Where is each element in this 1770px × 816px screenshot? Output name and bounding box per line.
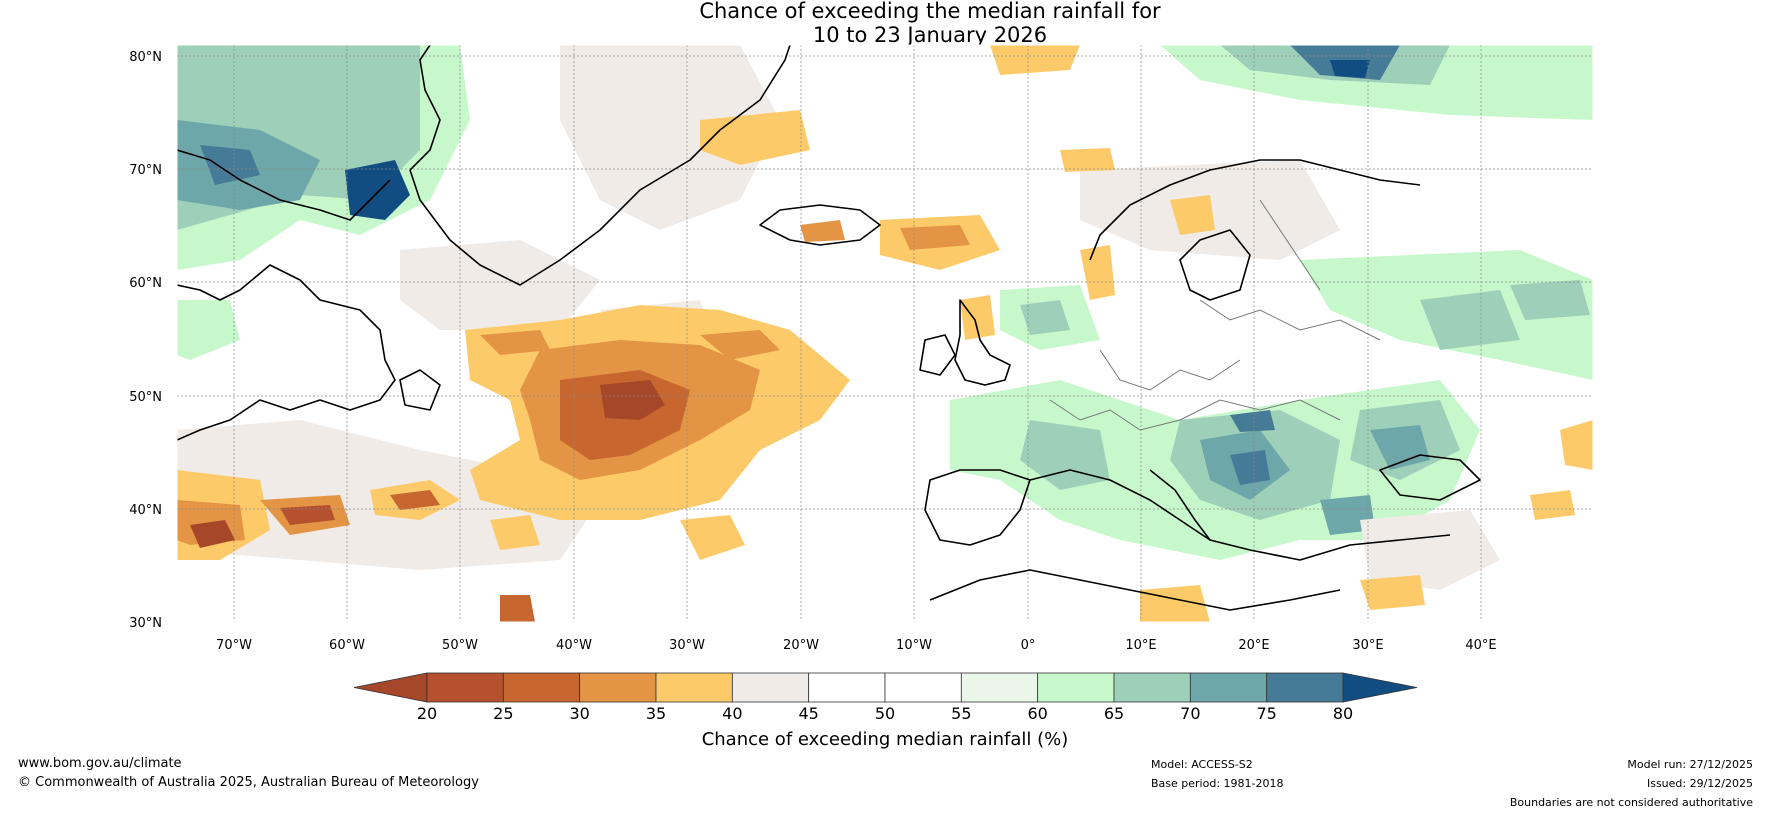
uk-coast	[954, 299, 1011, 386]
lat-label-50n: 50°N	[129, 390, 162, 405]
colorbar-segment	[579, 672, 657, 703]
wet-region-europe	[950, 250, 1593, 560]
lon-label-40w: 40°W	[556, 638, 592, 653]
lon-label-50w: 50°W	[442, 638, 478, 653]
lon-label-20w: 20°W	[783, 638, 819, 653]
colorbar-segment	[808, 672, 886, 703]
colorbar-segment	[1266, 672, 1344, 703]
canada-coast	[177, 264, 396, 441]
baltic-coast	[1179, 229, 1251, 301]
baffin-coast	[177, 149, 391, 221]
lon-label-70w: 70°W	[216, 638, 252, 653]
country-borders	[1049, 199, 1381, 431]
colorbar	[353, 672, 1418, 703]
colorbar-segment	[655, 672, 733, 703]
map-title: Chance of exceeding the median rainfall …	[0, 0, 1770, 47]
lat-label-70n: 70°N	[129, 163, 162, 178]
footer-model-run: Model run: 27/12/2025	[1627, 758, 1753, 771]
colorbar-tick-label: 50	[875, 704, 895, 723]
colorbar-ticks: 20 25 30 35 40 45 50 55 60 65 70 75 80	[417, 704, 1353, 723]
lon-label-30w: 30°W	[669, 638, 705, 653]
lon-label-40e: 40°E	[1465, 638, 1496, 653]
lon-label-10e: 10°E	[1125, 638, 1156, 653]
lat-label-40n: 40°N	[129, 503, 162, 518]
colorbar-tick-label: 40	[722, 704, 742, 723]
title-line-1: Chance of exceeding the median rainfall …	[699, 0, 1161, 23]
colorbar-tick-label: 80	[1333, 704, 1353, 723]
newfoundland-coast	[399, 369, 441, 411]
colorbar-tick-label: 60	[1027, 704, 1047, 723]
lat-label-30n: 30°N	[129, 616, 162, 631]
footer-website[interactable]: www.bom.gov.au/climate	[18, 756, 182, 771]
footer-base-period: Base period: 1981-2018	[1151, 777, 1284, 790]
colorbar-tick-label: 70	[1180, 704, 1200, 723]
colorbar-tick-label: 55	[951, 704, 971, 723]
graticule	[177, 45, 1593, 622]
lon-label-10w: 10°W	[896, 638, 932, 653]
lon-label-60w: 60°W	[329, 638, 365, 653]
greenland-north-coast	[409, 45, 441, 171]
colorbar-arrow-high	[1342, 672, 1418, 703]
colorbar-segment	[731, 672, 810, 703]
lon-axis: 70°W 60°W 50°W 40°W 30°W 20°W 10°W 0° 10…	[216, 638, 1497, 653]
colorbar-segment	[1037, 672, 1115, 703]
colorbar-tick-label: 45	[798, 704, 818, 723]
colorbar-segment	[1189, 672, 1268, 703]
lon-label-30e: 30°E	[1352, 638, 1383, 653]
footer-model: Model: ACCESS-S2	[1151, 758, 1253, 771]
map-frame	[176, 44, 1594, 623]
greenland-coast	[409, 45, 791, 286]
lat-label-80n: 80°N	[129, 50, 162, 65]
colorbar-tick-label: 65	[1104, 704, 1124, 723]
colorbar-segment	[1113, 672, 1191, 703]
colorbar-segment	[960, 672, 1039, 703]
title-line-2: 10 to 23 January 2026	[812, 23, 1048, 47]
wet-region-arctic-north	[1160, 45, 1593, 120]
norway-coast	[1089, 159, 1421, 261]
colorbar-tick-label: 75	[1256, 704, 1276, 723]
map-field	[177, 45, 1593, 622]
lon-label-0: 0°	[1021, 638, 1036, 653]
colorbar-segment	[426, 672, 504, 703]
colorbar-tick-label: 30	[569, 704, 589, 723]
lon-label-20e: 20°E	[1238, 638, 1269, 653]
black-sea-coast	[1379, 454, 1481, 501]
footer-copyright: © Commonwealth of Australia 2025, Austra…	[18, 775, 479, 790]
colorbar-segment	[884, 672, 962, 703]
lat-axis: 80°N 70°N 60°N 50°N 40°N 30°N	[129, 50, 162, 631]
iberia-coast	[924, 469, 1031, 546]
italy-coast	[1149, 469, 1211, 541]
colorbar-arrow-low	[353, 672, 428, 703]
colorbar-title: Chance of exceeding median rainfall (%)	[702, 729, 1069, 750]
africa-coast	[929, 569, 1341, 611]
wet-region-greenland-canada	[177, 45, 470, 360]
ireland-coast	[919, 334, 956, 376]
colorbar-tick-label: 35	[646, 704, 666, 723]
colorbar-tick-label: 25	[493, 704, 513, 723]
colorbar-segment	[502, 672, 581, 703]
lat-label-60n: 60°N	[129, 276, 162, 291]
footer-disclaimer: Boundaries are not considered authoritat…	[1509, 796, 1753, 809]
colorbar-tick-label: 20	[417, 704, 437, 723]
footer-issued: Issued: 29/12/2025	[1646, 777, 1753, 790]
iceland-coast	[759, 204, 881, 246]
coastlines	[177, 45, 1481, 611]
dry-region-atlantic	[177, 305, 850, 622]
